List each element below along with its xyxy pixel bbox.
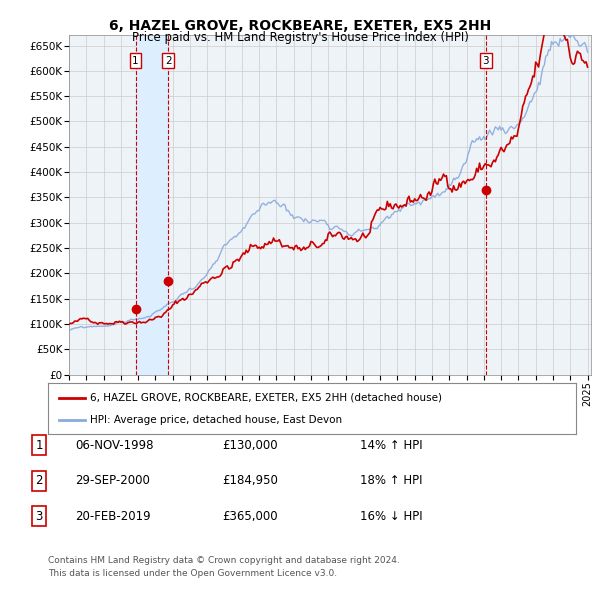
Text: Contains HM Land Registry data © Crown copyright and database right 2024.: Contains HM Land Registry data © Crown c…: [48, 556, 400, 565]
Text: 18% ↑ HPI: 18% ↑ HPI: [360, 474, 422, 487]
Text: 6, HAZEL GROVE, ROCKBEARE, EXETER, EX5 2HH: 6, HAZEL GROVE, ROCKBEARE, EXETER, EX5 2…: [109, 19, 491, 33]
Bar: [136, 35, 169, 375]
Text: 14% ↑ HPI: 14% ↑ HPI: [360, 439, 422, 452]
Text: £184,950: £184,950: [222, 474, 278, 487]
Text: 2: 2: [35, 474, 43, 487]
Text: 06-NOV-1998: 06-NOV-1998: [75, 439, 154, 452]
Text: 16% ↓ HPI: 16% ↓ HPI: [360, 510, 422, 523]
Text: £365,000: £365,000: [222, 510, 278, 523]
Text: 6, HAZEL GROVE, ROCKBEARE, EXETER, EX5 2HH (detached house): 6, HAZEL GROVE, ROCKBEARE, EXETER, EX5 2…: [90, 392, 442, 402]
Text: £130,000: £130,000: [222, 439, 278, 452]
Text: Price paid vs. HM Land Registry's House Price Index (HPI): Price paid vs. HM Land Registry's House …: [131, 31, 469, 44]
Text: 3: 3: [482, 55, 489, 65]
Text: 29-SEP-2000: 29-SEP-2000: [75, 474, 150, 487]
Text: 1: 1: [35, 439, 43, 452]
Text: HPI: Average price, detached house, East Devon: HPI: Average price, detached house, East…: [90, 415, 343, 425]
Text: This data is licensed under the Open Government Licence v3.0.: This data is licensed under the Open Gov…: [48, 569, 337, 578]
Text: 3: 3: [35, 510, 43, 523]
Text: 2: 2: [165, 55, 172, 65]
Text: 20-FEB-2019: 20-FEB-2019: [75, 510, 151, 523]
Text: 1: 1: [132, 55, 139, 65]
